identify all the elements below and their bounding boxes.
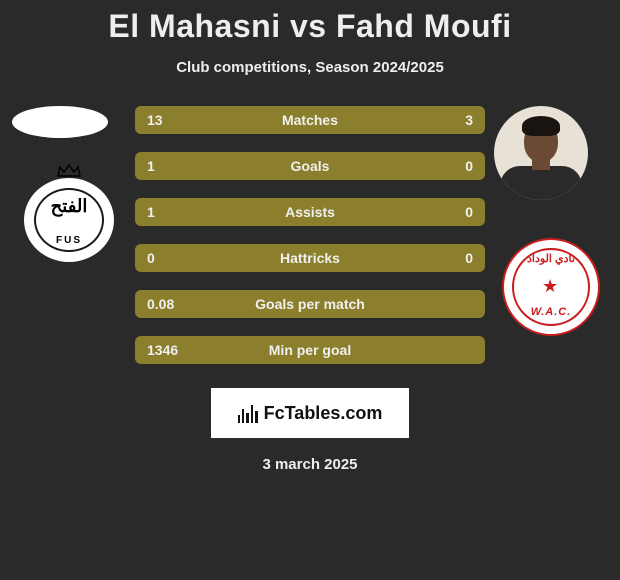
- club-right-script: نادي الوداد: [502, 252, 600, 265]
- stat-row: 0 Hattricks 0: [135, 244, 485, 272]
- stat-row: 0.08 Goals per match: [135, 290, 485, 318]
- player-left-club-badge: الفتح FUS: [20, 166, 118, 264]
- brand-text: FcTables.com: [264, 403, 383, 424]
- club-right-abbrev: W.A.C.: [502, 306, 600, 318]
- stats-rows: 13 Matches 3 1 Goals 0 1 Assists 0 0 Hat…: [135, 106, 485, 364]
- stat-row: 1346 Min per goal: [135, 336, 485, 364]
- stat-row: 13 Matches 3: [135, 106, 485, 134]
- stat-left-value: 1: [147, 158, 155, 174]
- player-right-avatar: [494, 106, 588, 200]
- stat-left-value: 13: [147, 112, 163, 128]
- brand-link[interactable]: FcTables.com: [211, 388, 409, 438]
- stat-label: Hattricks: [135, 250, 485, 266]
- page-title: El Mahasni vs Fahd Moufi: [0, 0, 620, 45]
- stat-label: Assists: [135, 204, 485, 220]
- club-left-script: الفتح: [36, 196, 102, 217]
- stat-right-value: 3: [465, 112, 473, 128]
- player-right-club-badge: نادي الوداد ★ W.A.C.: [502, 238, 600, 336]
- stat-right-value: 0: [465, 250, 473, 266]
- stat-row: 1 Assists 0: [135, 198, 485, 226]
- infographic-date: 3 march 2025: [0, 456, 620, 473]
- stat-left-value: 1346: [147, 342, 178, 358]
- club-left-abbrev: FUS: [36, 235, 102, 246]
- stat-left-value: 1: [147, 204, 155, 220]
- stat-right-value: 0: [465, 204, 473, 220]
- stat-right-value: 0: [465, 158, 473, 174]
- crown-icon: [56, 164, 82, 178]
- stat-label: Matches: [135, 112, 485, 128]
- stat-label: Goals: [135, 158, 485, 174]
- stat-label: Goals per match: [135, 296, 485, 312]
- subtitle: Club competitions, Season 2024/2025: [0, 59, 620, 76]
- stat-left-value: 0: [147, 250, 155, 266]
- player-left-avatar: [12, 106, 108, 138]
- comparison-panel: الفتح FUS نادي الوداد ★ W.A.C. 13 Matche…: [0, 106, 620, 473]
- stat-left-value: 0.08: [147, 296, 174, 312]
- stat-row: 1 Goals 0: [135, 152, 485, 180]
- stat-label: Min per goal: [135, 342, 485, 358]
- star-icon: ★: [542, 276, 558, 297]
- bar-chart-icon: [238, 403, 258, 423]
